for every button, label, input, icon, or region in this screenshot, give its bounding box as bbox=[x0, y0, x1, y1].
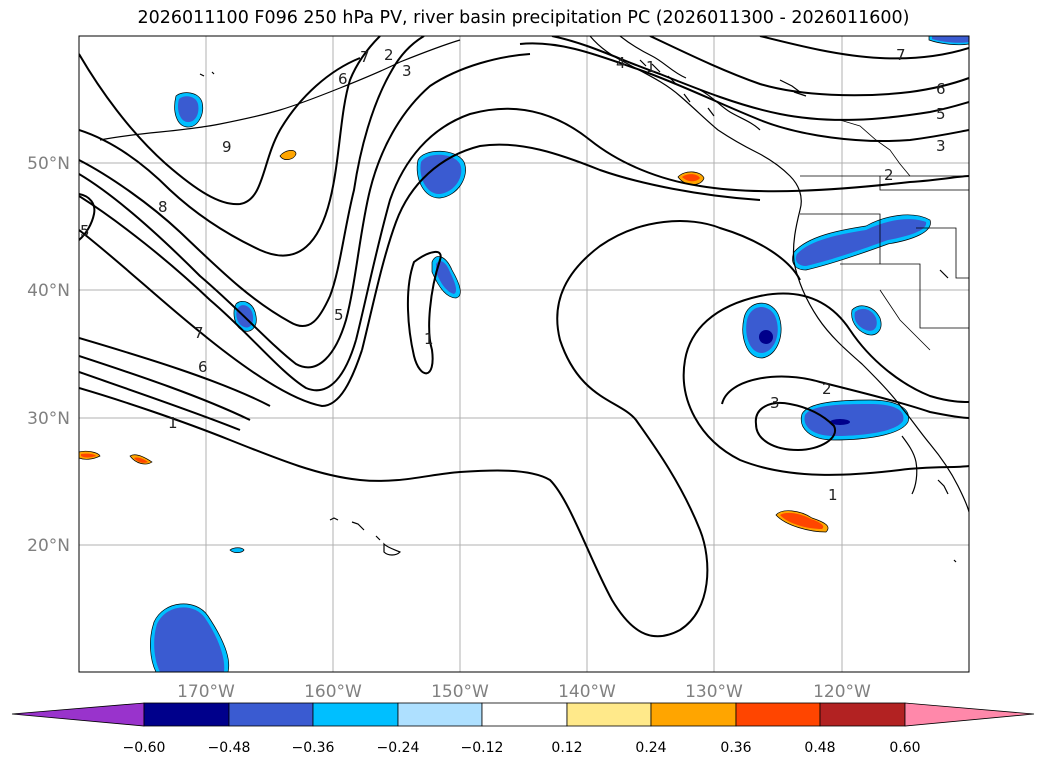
contour-label: 9 bbox=[222, 138, 232, 156]
lon-label-130w: 130°W bbox=[685, 682, 743, 702]
colorbar-tick-label: −0.36 bbox=[292, 740, 335, 756]
contour-labels: 1 2 3 4 5 6 7 8 9 1 2 3 5 6 7 1 3 2 1 5 … bbox=[80, 46, 946, 504]
political-borders bbox=[800, 119, 969, 351]
colorbar-bin bbox=[228, 702, 314, 727]
colorbar-tick-label: 0.24 bbox=[635, 740, 666, 756]
lat-label-50n: 50°N bbox=[27, 154, 70, 174]
colorbar-tick-label: −0.48 bbox=[208, 740, 251, 756]
colorbar-bin bbox=[819, 702, 906, 727]
lon-label-150w: 150°W bbox=[431, 682, 489, 702]
colorbar-bin bbox=[735, 702, 821, 727]
colorbar-extend-low bbox=[11, 702, 145, 727]
lat-label-30n: 30°N bbox=[27, 409, 70, 429]
colorbar-tick-label: 0.36 bbox=[720, 740, 751, 756]
colorbar-ticks: −0.60 −0.48 −0.36 −0.24 −0.12 0.12 0.24 … bbox=[123, 740, 921, 756]
contour-label: 3 bbox=[936, 137, 946, 155]
contour-label: 2 bbox=[822, 380, 832, 398]
contour-label: 8 bbox=[158, 198, 168, 216]
lon-label-170w: 170°W bbox=[177, 682, 235, 702]
contour-label: 4 bbox=[616, 54, 626, 72]
colorbar-bin bbox=[650, 702, 737, 727]
contour-label: 2 bbox=[884, 166, 894, 184]
contour-label: 3 bbox=[402, 62, 412, 80]
lat-label-20n: 20°N bbox=[27, 536, 70, 556]
contour-label: 5 bbox=[334, 306, 344, 324]
longitude-labels: 170°W 160°W 150°W 140°W 130°W 120°W bbox=[177, 682, 871, 702]
colorbar-tick-label: 0.48 bbox=[804, 740, 835, 756]
colorbar-bin bbox=[143, 702, 230, 727]
contour-label: 6 bbox=[936, 80, 946, 98]
contour-label: 7 bbox=[360, 48, 370, 66]
colorbar-extend-high bbox=[904, 702, 1035, 727]
colorbar-tick-label: −0.24 bbox=[377, 740, 420, 756]
colorbar bbox=[11, 702, 1035, 727]
contour-label: 7 bbox=[896, 46, 906, 64]
contour-label: 1 bbox=[646, 58, 656, 76]
coastlines bbox=[99, 36, 969, 563]
colorbar-bin bbox=[566, 702, 652, 727]
map-panel bbox=[79, 36, 969, 672]
contour-label: 2 bbox=[384, 46, 394, 64]
lon-label-120w: 120°W bbox=[813, 682, 871, 702]
contour-label: 7 bbox=[194, 324, 204, 342]
colorbar-bin bbox=[397, 702, 483, 727]
colorbar-bin bbox=[312, 702, 399, 727]
precip-positive-patches bbox=[79, 150, 829, 533]
map-title: 2026011100 F096 250 hPa PV, river basin … bbox=[137, 8, 910, 28]
map-gridlines bbox=[79, 36, 969, 672]
pv-contours bbox=[79, 36, 969, 638]
latitude-labels: 50°N 40°N 30°N 20°N bbox=[27, 154, 70, 556]
contour-label: 6 bbox=[338, 70, 348, 88]
colorbar-tick-label: 0.60 bbox=[889, 740, 920, 756]
colorbar-tick-label: −0.60 bbox=[123, 740, 166, 756]
contour-label: 5 bbox=[936, 105, 946, 123]
lon-label-160w: 160°W bbox=[304, 682, 362, 702]
precip-negative-patches bbox=[150, 36, 969, 672]
colorbar-tick-label: 0.12 bbox=[551, 740, 582, 756]
contour-label: 1 bbox=[168, 414, 178, 432]
contour-label: 1 bbox=[828, 486, 838, 504]
colorbar-bin bbox=[481, 702, 568, 727]
contour-label: 6 bbox=[198, 358, 208, 376]
contour-label: 3 bbox=[770, 394, 780, 412]
contour-label: 1 bbox=[424, 330, 434, 348]
map-border bbox=[78, 35, 970, 673]
lon-label-140w: 140°W bbox=[558, 682, 616, 702]
colorbar-tick-label: −0.12 bbox=[461, 740, 504, 756]
contour-label: 5 bbox=[80, 222, 90, 240]
lat-label-40n: 40°N bbox=[27, 281, 70, 301]
